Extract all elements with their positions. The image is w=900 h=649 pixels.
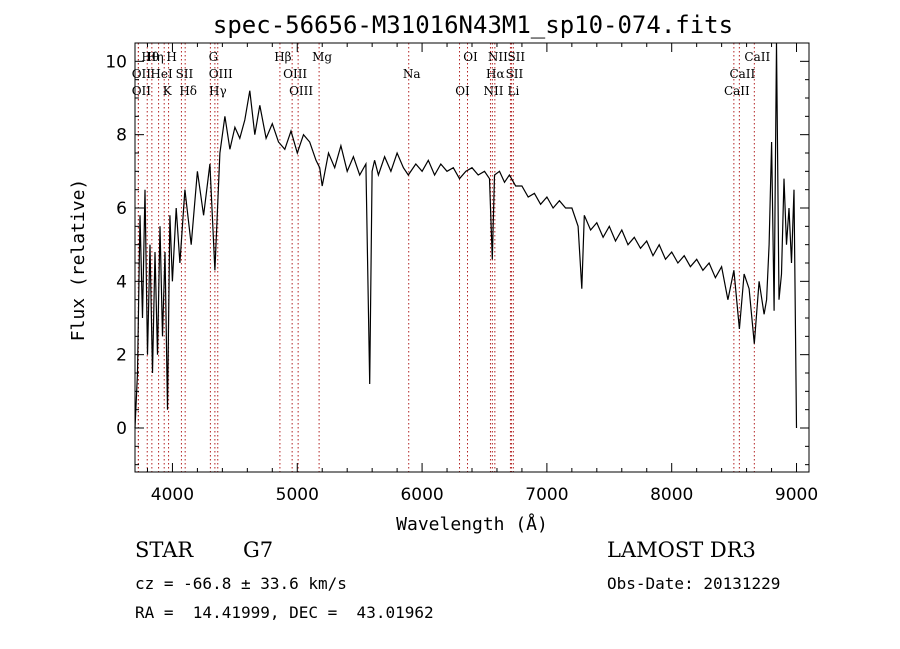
emission-line-label: Hγ — [209, 84, 227, 98]
x-tick-label: 9000 — [775, 485, 818, 505]
emission-line-labels: HθOIIOIIHηHeIKHSIIHδGOIIIHγHβOIIIOIIIMgN… — [132, 50, 771, 98]
emission-line-label: Hδ — [179, 84, 197, 98]
emission-line-label: HeI — [150, 67, 173, 81]
y-tick-label: 8 — [116, 126, 127, 146]
emission-line-label: SII — [506, 67, 524, 81]
emission-line-label: CaII — [744, 50, 770, 64]
y-tick-label: 6 — [116, 199, 127, 219]
emission-line-label: G — [209, 50, 219, 64]
object-subclass: G7 — [243, 538, 274, 562]
emission-line-label: H — [166, 50, 176, 64]
emission-line-label: NII — [488, 50, 508, 64]
y-axis-label: Flux (relative) — [68, 179, 89, 342]
emission-line-label: SII — [507, 50, 525, 64]
plot-frame — [134, 42, 810, 473]
emission-line-label: OIII — [283, 67, 307, 81]
observation-date: Obs-Date: 20131229 — [607, 574, 781, 593]
emission-line-label: K — [163, 84, 173, 98]
coordinates: RA = 14.41999, DEC = 43.01962 — [135, 603, 434, 622]
emission-line-label: CaII — [724, 84, 750, 98]
emission-line-label: OII — [132, 67, 152, 81]
emission-line-label: Na — [403, 67, 421, 81]
x-axis-label: Wavelength (Å) — [396, 513, 548, 535]
emission-line-markers — [137, 43, 755, 472]
emission-line-label: OIII — [209, 67, 233, 81]
emission-line-label: OI — [455, 84, 470, 98]
emission-line-label: SII — [176, 67, 194, 81]
emission-line-label: OII — [132, 84, 152, 98]
emission-line-label: Hθ — [141, 50, 159, 64]
y-tick-label: 10 — [105, 52, 127, 72]
chart-title: spec-56656-M31016N43M1_sp10-074.fits — [213, 11, 733, 39]
spectrum-chart: spec-56656-M31016N43M1_sp10-074.fits Hθ O… — [68, 11, 818, 535]
emission-line-label: Mg — [312, 50, 332, 64]
redshift-cz: cz = -66.8 ± 33.6 km/s — [135, 574, 347, 593]
x-tick-label: 8000 — [650, 485, 693, 505]
y-tick-label: 0 — [116, 419, 127, 439]
emission-line-label: Hβ — [274, 50, 291, 64]
emission-line-label: Hα — [486, 67, 505, 81]
x-tick-label: 7000 — [525, 485, 568, 505]
emission-line-label: NII — [483, 84, 503, 98]
flux-series-line — [134, 42, 798, 429]
y-tick-label: 4 — [116, 272, 127, 292]
survey-name: LAMOST DR3 — [607, 538, 756, 562]
emission-line-label: Li — [508, 84, 520, 98]
x-tick-label: 6000 — [400, 485, 443, 505]
x-tick-label: 4000 — [151, 485, 194, 505]
emission-line-label: Hη — [146, 50, 164, 64]
emission-line-label: OI — [463, 50, 478, 64]
x-tick-label: 5000 — [276, 485, 319, 505]
object-class: STAR — [135, 538, 194, 562]
axis-ticks: 4000 5000 6000 7000 8000 9000 0 2 4 6 8 10 — [105, 42, 818, 505]
emission-line-label: OIII — [289, 84, 313, 98]
emission-line-label: CaII — [729, 67, 755, 81]
y-tick-label: 2 — [116, 346, 127, 366]
